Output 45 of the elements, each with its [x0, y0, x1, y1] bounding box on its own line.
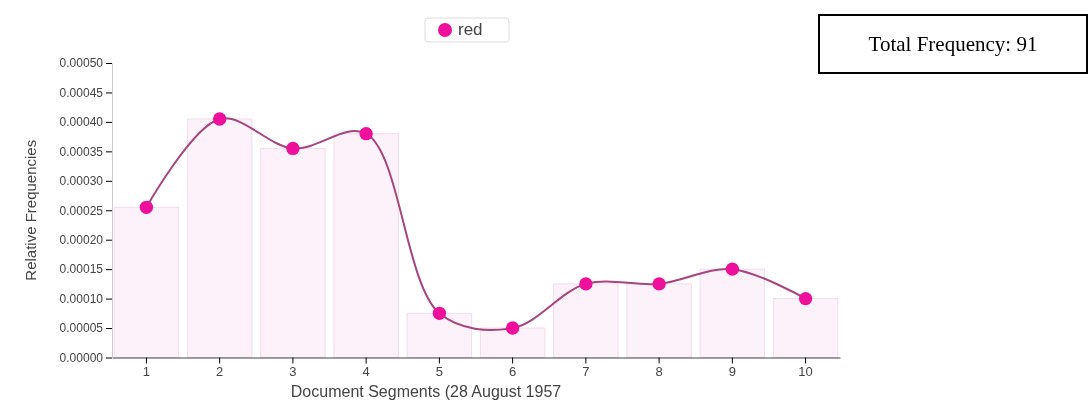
x-tick-label: 7 — [582, 363, 590, 379]
bar — [626, 283, 692, 358]
x-tick-label: 9 — [728, 363, 736, 379]
point — [359, 127, 373, 141]
y-tick-label: 0.00045 — [59, 85, 104, 100]
bar — [772, 298, 839, 358]
y-tick-label: 0.00000 — [59, 350, 104, 365]
y-tick-label: 0.00005 — [59, 321, 104, 336]
x-tick-label: 3 — [289, 363, 297, 379]
point — [725, 262, 740, 276]
x-tick-label: 8 — [655, 363, 663, 379]
point — [798, 291, 813, 306]
x-tick-label: 5 — [435, 363, 443, 379]
y-axis-title: Relative Frequencies — [22, 139, 39, 281]
bar — [553, 283, 619, 358]
x-tick-label: 10 — [798, 363, 813, 379]
point — [139, 200, 154, 214]
legend-label: red — [458, 20, 483, 39]
point — [432, 306, 447, 320]
y-tick-label: 0.00020 — [59, 233, 104, 248]
y-tick-label: 0.00040 — [59, 115, 104, 130]
bar — [406, 312, 473, 358]
bar — [260, 147, 326, 358]
y-tick-label: 0.00010 — [59, 291, 104, 306]
x-tick-label: 6 — [509, 363, 517, 379]
point — [579, 277, 593, 291]
bar — [113, 206, 180, 358]
point — [505, 321, 520, 335]
y-tick-label: 0.00015 — [59, 262, 104, 277]
point — [652, 277, 666, 291]
bar — [186, 118, 253, 358]
x-tick-label: 4 — [362, 363, 370, 379]
point — [212, 112, 227, 126]
y-tick-label: 0.00035 — [59, 144, 104, 159]
y-tick-label: 0.00050 — [59, 56, 104, 71]
bar — [333, 133, 399, 358]
point — [286, 141, 300, 156]
y-tick-label: 0.00030 — [59, 174, 104, 189]
x-tick-label: 2 — [216, 363, 224, 379]
x-tick-label: 1 — [142, 363, 151, 379]
y-tick-label: 0.00025 — [59, 203, 104, 218]
bar — [479, 327, 546, 358]
x-axis-title: Document Segments (28 August 1957 — [290, 383, 562, 400]
bar — [699, 268, 766, 358]
text-box: Total Frequency: 91 — [818, 14, 1088, 74]
